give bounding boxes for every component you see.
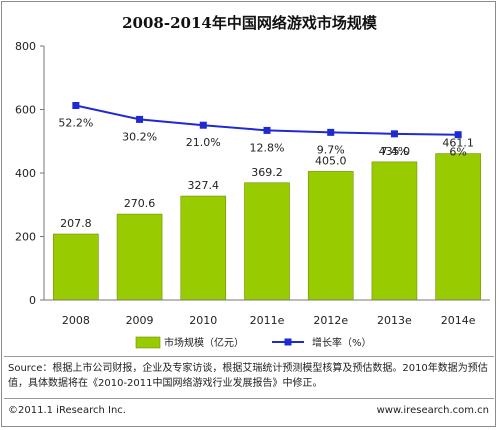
growth-value-label: 7.4% [380,145,408,158]
growth-point [136,115,144,123]
bar-value-label: 405.0 [315,154,347,167]
copyright-text: ©2011.1 iResearch Inc. [8,405,126,416]
x-tick-label: 2010 [189,314,217,327]
growth-value-label: 52.2% [58,117,93,130]
bar [371,161,418,301]
growth-point [72,102,80,109]
y-tick-label: 600 [15,104,36,117]
divider-bottom [4,398,494,399]
growth-point [390,130,398,138]
growth-point [199,121,207,129]
chart-title: 2008-2014年中国网络游戏市场规模 [122,14,377,32]
growth-value-label: 9.7% [317,143,345,156]
legend-bar-label: 市场规模（亿元） [164,336,244,349]
growth-point [327,128,335,136]
growth-point [263,126,271,134]
x-tick-label: 2009 [126,314,154,327]
y-tick-label: 0 [29,294,36,307]
bar [435,153,481,301]
legend-line-marker [284,338,292,346]
x-tick-label: 2014e [441,314,476,327]
bar [53,233,99,301]
bar [307,171,354,301]
bar [116,213,163,301]
bar-value-label: 207.8 [60,217,92,230]
bar [244,182,290,301]
growth-value-label: 21.0% [186,136,221,149]
legend-line-label: 增长率（%） [312,336,372,349]
growth-value-label: 6% [449,146,466,159]
source-note: Source：根据上市公司财报，企业及专家访谈，根据艾瑞统计预测模型核算及预估数… [8,363,488,389]
growth-value-label: 30.2% [122,130,157,143]
x-tick-label: 2011e [250,314,285,327]
website-text: www.iresearch.com.cn [376,405,489,416]
y-tick-label: 800 [15,40,36,53]
x-tick-label: 2013e [377,314,412,327]
growth-value-label: 12.8% [250,141,285,154]
growth-point [454,131,462,139]
y-tick-label: 400 [15,167,36,180]
x-tick-label: 2012e [313,314,348,327]
chart-plot: 0 200 400 600 800 207.8 2008 270.6 2009 327.4 2010… [15,40,490,349]
x-tick-label: 2008 [62,314,90,327]
bar-value-label: 461.1 [442,137,474,150]
bar-value-label: 270.6 [124,197,156,210]
bar-value-label: 435.0 [379,145,411,158]
y-tick-label: 200 [15,231,36,244]
legend-bar-swatch [135,336,161,349]
bar-value-label: 369.2 [251,166,283,179]
bar [180,195,227,301]
divider-top [4,356,494,357]
bar-value-label: 327.4 [188,179,220,192]
